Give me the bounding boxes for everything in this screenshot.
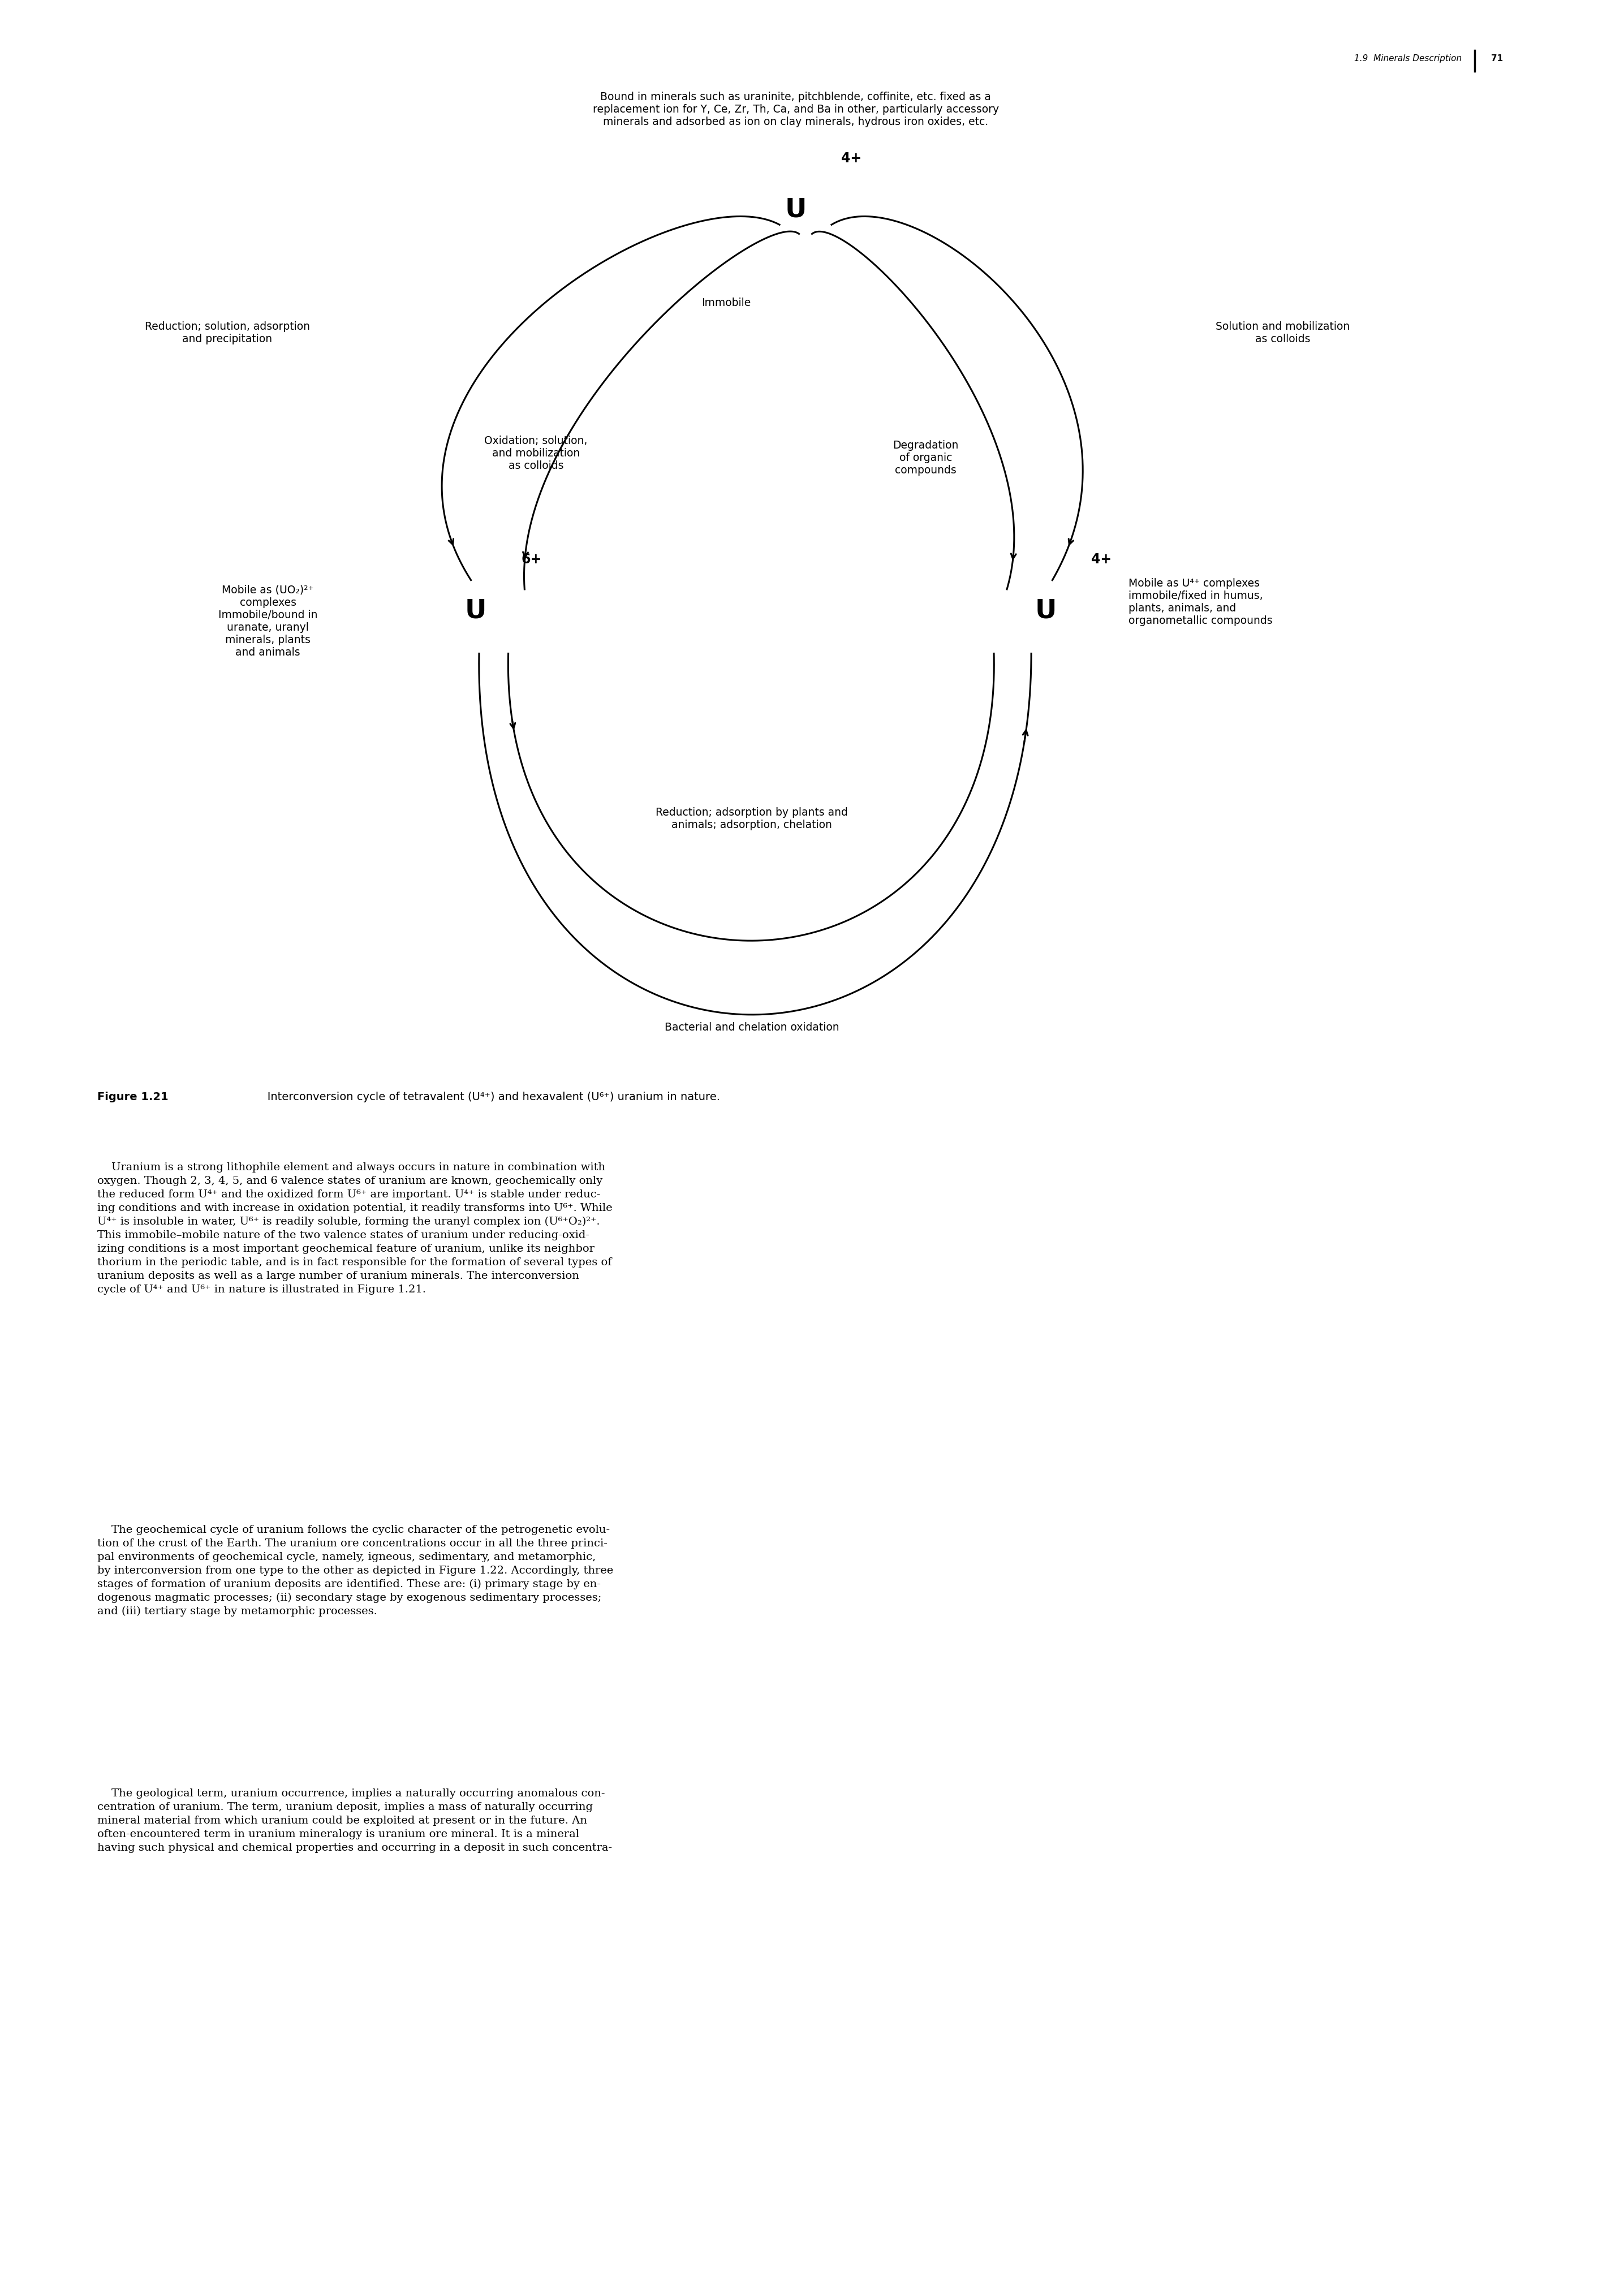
Text: Reduction; solution, adsorption
and precipitation: Reduction; solution, adsorption and prec… (145, 321, 310, 344)
Text: Oxidation; solution,
and mobilization
as colloids: Oxidation; solution, and mobilization as… (484, 436, 588, 472)
Text: U: U (1034, 598, 1057, 624)
Text: 71: 71 (1491, 55, 1502, 62)
Text: Reduction; adsorption by plants and
animals; adsorption, chelation: Reduction; adsorption by plants and anim… (656, 807, 848, 830)
Text: Mobile as U⁴⁺ complexes
immobile/fixed in humus,
plants, animals, and
organometa: Mobile as U⁴⁺ complexes immobile/fixed i… (1129, 578, 1273, 626)
Text: Solution and mobilization
as colloids: Solution and mobilization as colloids (1216, 321, 1350, 344)
Text: Immobile: Immobile (702, 298, 750, 307)
Text: Degradation
of organic
compounds: Degradation of organic compounds (893, 440, 958, 477)
Text: Mobile as (UO₂)²⁺
complexes
Immobile/bound in
uranate, uranyl
minerals, plants
a: Mobile as (UO₂)²⁺ complexes Immobile/bou… (218, 585, 318, 658)
Text: Uranium is a strong lithophile element and always occurs in nature in combinatio: Uranium is a strong lithophile element a… (97, 1163, 612, 1296)
Text: 6+: 6+ (521, 553, 542, 566)
Text: 4+: 4+ (1091, 553, 1112, 566)
Text: Interconversion cycle of tetravalent (U⁴⁺) and hexavalent (U⁶⁺) uranium in natur: Interconversion cycle of tetravalent (U⁴… (257, 1091, 719, 1103)
Text: The geochemical cycle of uranium follows the cyclic character of the petrogeneti: The geochemical cycle of uranium follows… (97, 1525, 614, 1617)
Text: 4+: 4+ (841, 151, 862, 165)
Text: Figure 1.21: Figure 1.21 (97, 1091, 169, 1103)
Text: The geological term, uranium occurrence, implies a naturally occurring anomalous: The geological term, uranium occurrence,… (97, 1789, 612, 1853)
Text: Bound in minerals such as uraninite, pitchblende, coffinite, etc. fixed as a
rep: Bound in minerals such as uraninite, pit… (593, 92, 999, 128)
Text: U: U (464, 598, 487, 624)
Text: U: U (784, 197, 807, 222)
Text: 1.9  Minerals Description: 1.9 Minerals Description (1354, 55, 1462, 62)
Text: Bacterial and chelation oxidation: Bacterial and chelation oxidation (664, 1023, 840, 1032)
